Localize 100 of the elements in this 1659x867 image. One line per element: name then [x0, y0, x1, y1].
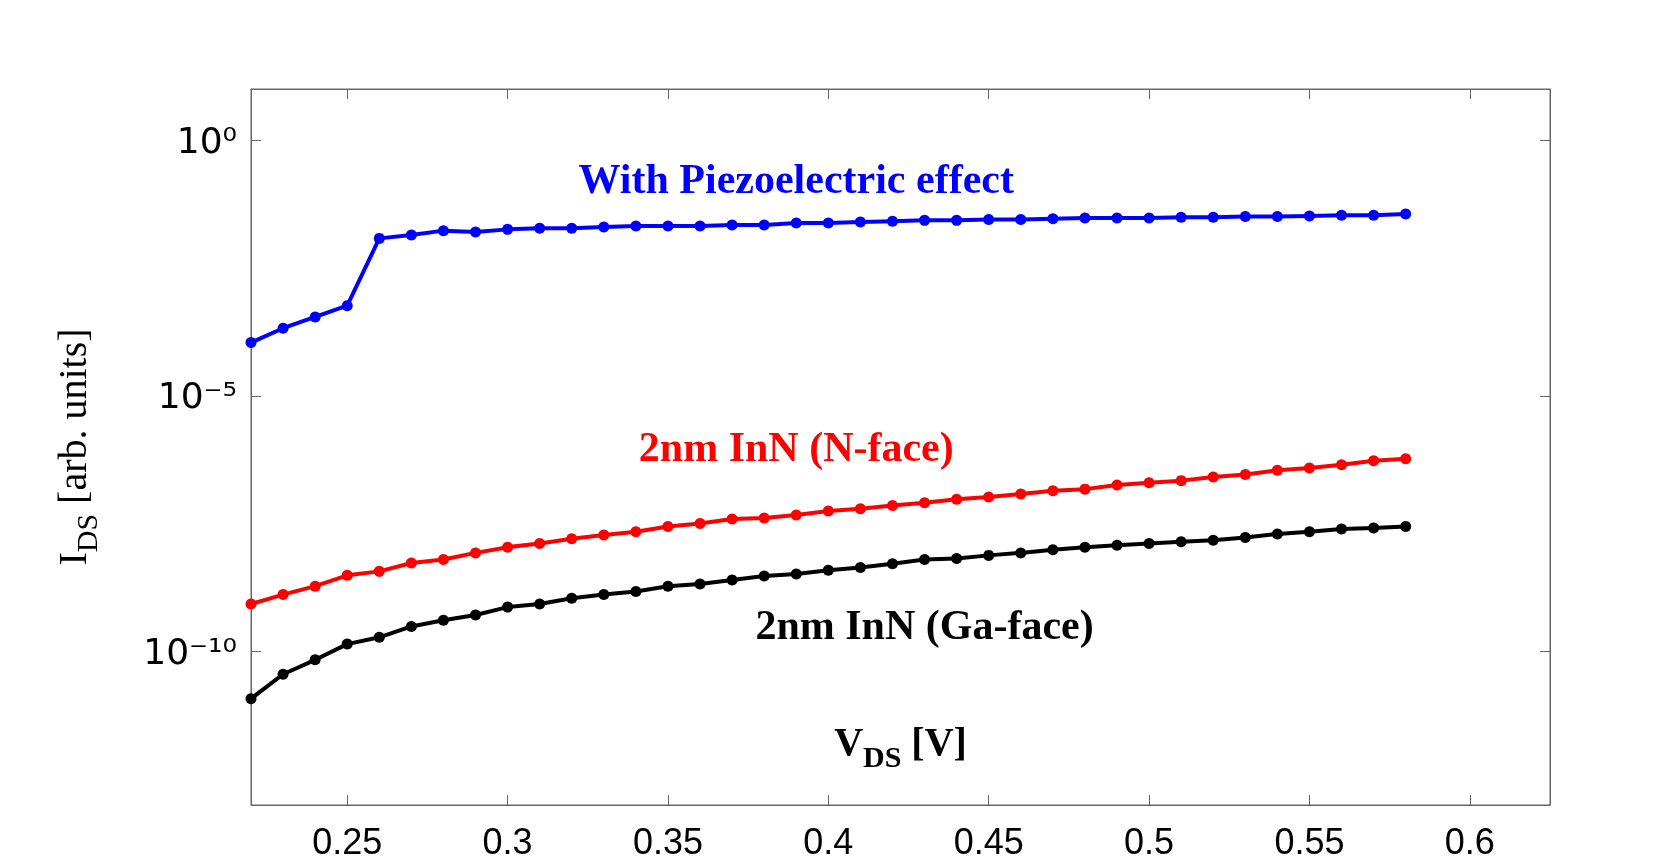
point — [1175, 536, 1187, 548]
x-tick-label: 0.45 — [953, 820, 1024, 862]
point — [373, 232, 385, 244]
point — [1207, 471, 1219, 483]
point — [309, 580, 321, 592]
point — [1400, 453, 1412, 465]
point — [790, 217, 802, 229]
point — [309, 654, 321, 666]
point — [245, 598, 257, 610]
point — [534, 598, 546, 610]
point — [502, 601, 514, 613]
point — [662, 580, 674, 592]
point — [277, 668, 289, 680]
point — [1111, 212, 1123, 224]
point — [951, 493, 963, 505]
point — [598, 221, 610, 233]
x-tick-label: 0.55 — [1274, 820, 1345, 862]
point — [1175, 211, 1187, 223]
point — [758, 219, 770, 231]
point — [1143, 537, 1155, 549]
point — [694, 220, 706, 232]
point — [373, 631, 385, 643]
point — [566, 222, 578, 234]
point — [1336, 459, 1348, 471]
point — [1079, 541, 1091, 553]
point — [822, 564, 834, 576]
point — [341, 638, 353, 650]
point — [341, 569, 353, 581]
point — [534, 222, 546, 234]
point — [726, 513, 738, 525]
point — [951, 553, 963, 565]
x-tick-label: 0.35 — [632, 820, 703, 862]
point — [341, 300, 353, 312]
point — [1015, 214, 1027, 226]
series-label: 2nm InN (Ga-face) — [755, 602, 1094, 650]
y-tick-label: 10⁰ — [176, 119, 237, 161]
point — [277, 589, 289, 601]
point — [309, 311, 321, 323]
x-tick-label: 0.5 — [1124, 820, 1175, 862]
point — [662, 220, 674, 232]
point — [405, 620, 417, 632]
point — [630, 585, 642, 597]
point — [1303, 210, 1315, 222]
y-tick-label: 10⁻¹⁰ — [143, 631, 237, 673]
point — [694, 517, 706, 529]
point — [1143, 212, 1155, 224]
point — [662, 520, 674, 532]
point — [1239, 532, 1251, 543]
series-label: With Piezoelectric effect — [578, 156, 1014, 203]
point — [1271, 528, 1283, 540]
point — [1368, 522, 1380, 534]
point — [1239, 211, 1251, 223]
point — [1207, 211, 1219, 223]
series-label: 2nm InN (N-face) — [638, 424, 954, 472]
point — [951, 214, 963, 226]
point — [1303, 462, 1315, 474]
point — [470, 547, 482, 559]
point — [1271, 211, 1283, 223]
point — [405, 229, 417, 241]
point — [405, 557, 417, 569]
point — [245, 693, 257, 705]
point — [1047, 213, 1059, 225]
point — [630, 526, 642, 538]
y-axis-title: IDS [arb. units] — [49, 328, 103, 566]
point — [1303, 526, 1315, 538]
point — [726, 574, 738, 586]
point — [598, 529, 610, 541]
point — [277, 322, 289, 334]
point — [822, 505, 834, 517]
point — [566, 592, 578, 604]
x-tick-label: 0.4 — [803, 820, 854, 862]
point — [854, 503, 866, 515]
point — [854, 562, 866, 574]
point — [1079, 212, 1091, 224]
point — [758, 570, 770, 582]
point — [1400, 520, 1412, 532]
point — [437, 614, 449, 626]
point — [534, 537, 546, 549]
point — [1175, 475, 1187, 487]
point — [1368, 455, 1380, 467]
point — [790, 568, 802, 580]
point — [983, 549, 995, 561]
point — [1143, 477, 1155, 489]
point — [1047, 544, 1059, 556]
x-tick-label: 0.3 — [482, 820, 533, 862]
point — [1271, 464, 1283, 476]
point — [1400, 208, 1412, 220]
point — [1079, 483, 1091, 495]
y-tick-label: 10⁻⁵ — [157, 375, 237, 417]
point — [694, 578, 706, 590]
point — [886, 499, 898, 511]
point — [1239, 469, 1251, 480]
point — [598, 589, 610, 601]
point — [437, 225, 449, 237]
point — [919, 497, 931, 509]
point — [245, 337, 257, 349]
point — [886, 558, 898, 570]
point — [502, 223, 514, 235]
point — [1368, 209, 1380, 221]
point — [566, 533, 578, 545]
